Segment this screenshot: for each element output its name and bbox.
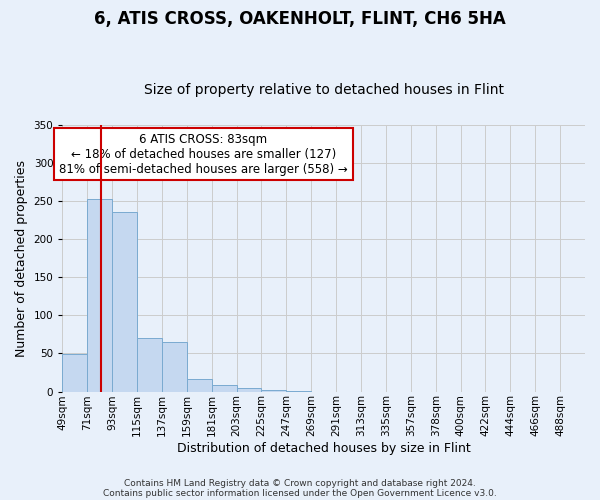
Bar	[212, 386, 236, 392]
X-axis label: Distribution of detached houses by size in Flint: Distribution of detached houses by size …	[177, 442, 470, 455]
Bar	[187, 378, 212, 392]
Text: Contains public sector information licensed under the Open Government Licence v3: Contains public sector information licen…	[103, 488, 497, 498]
Bar	[286, 391, 311, 392]
Y-axis label: Number of detached properties: Number of detached properties	[15, 160, 28, 356]
Text: 6, ATIS CROSS, OAKENHOLT, FLINT, CH6 5HA: 6, ATIS CROSS, OAKENHOLT, FLINT, CH6 5HA	[94, 10, 506, 28]
Bar	[162, 342, 187, 392]
Text: 6 ATIS CROSS: 83sqm
← 18% of detached houses are smaller (127)
81% of semi-detac: 6 ATIS CROSS: 83sqm ← 18% of detached ho…	[59, 132, 348, 176]
Bar	[62, 354, 87, 392]
Bar	[137, 338, 162, 392]
Bar	[112, 212, 137, 392]
Title: Size of property relative to detached houses in Flint: Size of property relative to detached ho…	[143, 83, 503, 97]
Text: Contains HM Land Registry data © Crown copyright and database right 2024.: Contains HM Land Registry data © Crown c…	[124, 478, 476, 488]
Bar	[87, 200, 112, 392]
Bar	[262, 390, 286, 392]
Bar	[236, 388, 262, 392]
